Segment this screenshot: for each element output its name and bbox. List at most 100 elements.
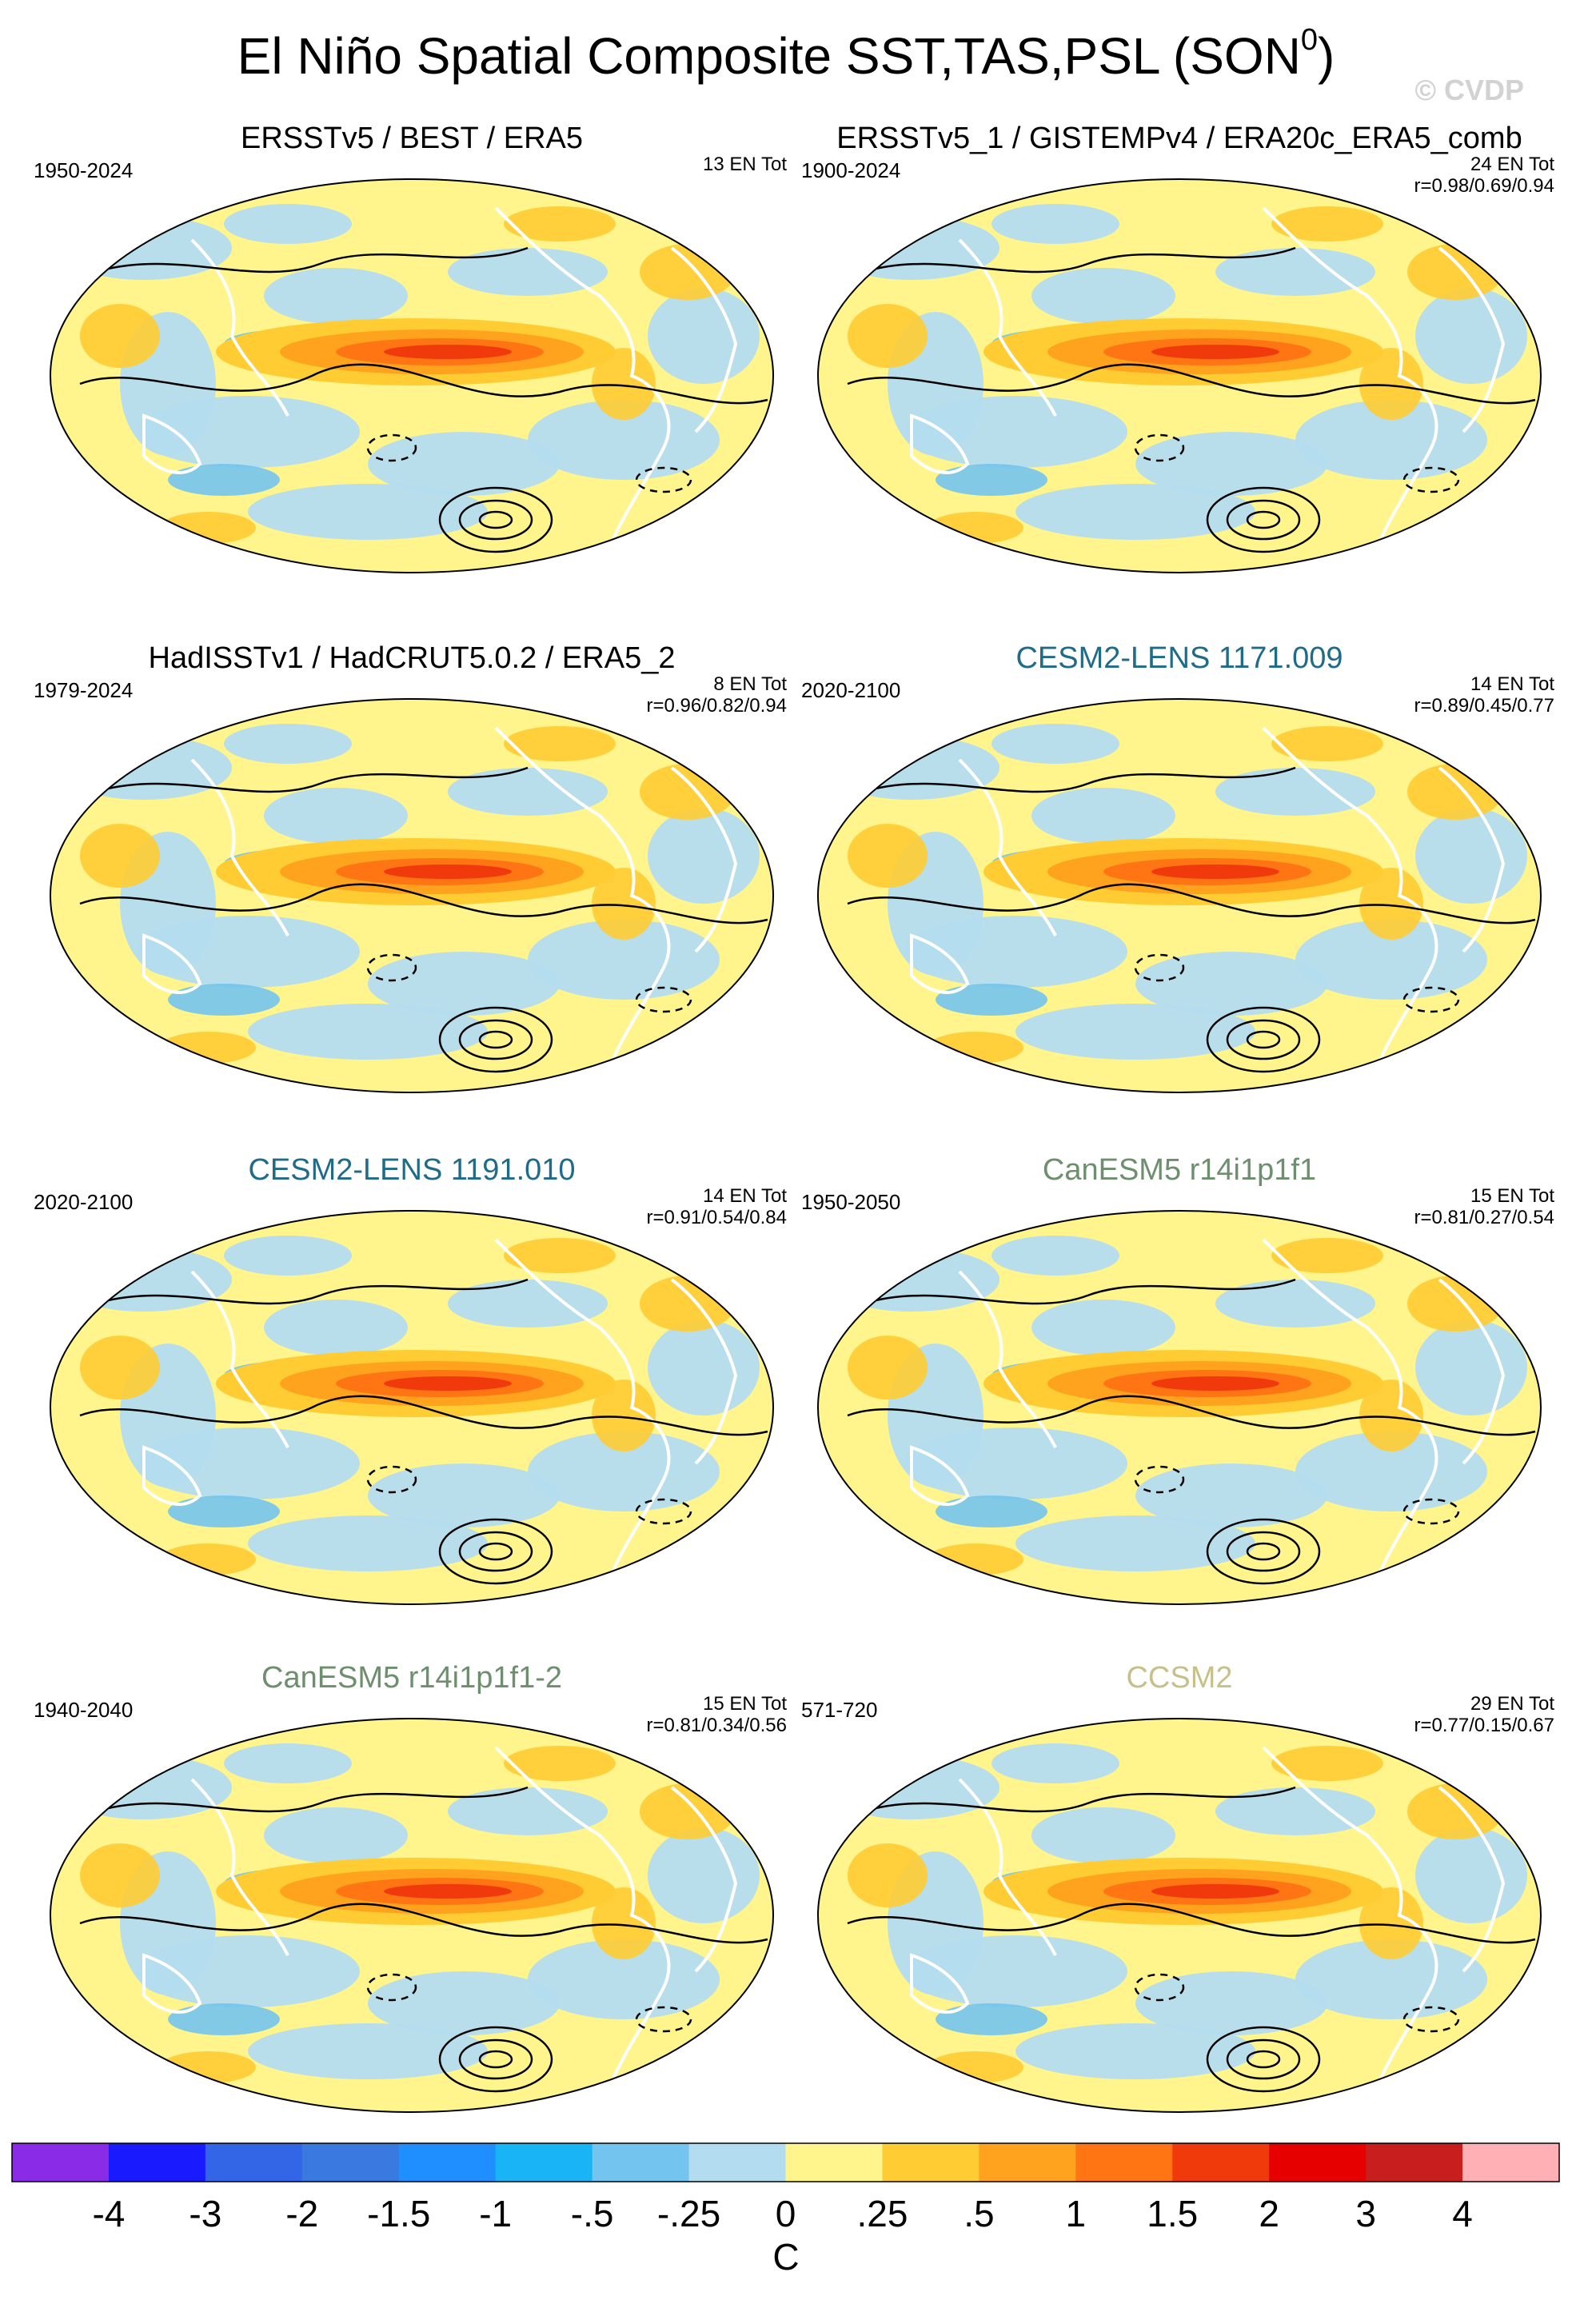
colorbar-tick-label: .5 (964, 2193, 994, 2234)
cool-anomaly-region (448, 768, 608, 816)
psl-contour-negative (1134, 1973, 1185, 2002)
robinson-map (50, 1718, 774, 2113)
psl-contour-negative (1134, 433, 1185, 462)
warm-anomaly-patch (1359, 1380, 1423, 1452)
panel-title: ERSSTv5_1 / GISTEMPv4 / ERA20c_ERA5_comb (836, 122, 1522, 155)
colorbar-tick-label: -.25 (657, 2193, 720, 2234)
panel-event-count: 15 EN Tot r=0.81/0.34/0.56 (647, 1693, 787, 1736)
colorbar-units-label: C (772, 2236, 799, 2278)
cool-anomaly-region (224, 1236, 352, 1276)
composite-panel: ERSSTv5_1 / GISTEMPv4 / ERA20c_ERA5_comb… (792, 120, 1567, 616)
panel-count-text: 13 EN Tot (703, 154, 787, 175)
coastline (958, 1778, 1057, 1956)
cool-anomaly-region (248, 2023, 488, 2079)
coastline (142, 1445, 202, 1506)
warm-anomaly-patch (80, 304, 160, 368)
cool-anomaly-region (448, 248, 608, 296)
warm-anomaly-peak (1151, 1376, 1279, 1391)
psl-contour (847, 883, 1536, 924)
cool-anomaly-core (168, 984, 280, 1016)
psl-contour (458, 2038, 533, 2080)
panel-event-count: 14 EN Tot r=0.89/0.45/0.77 (1414, 673, 1554, 717)
panel-count-text: 29 EN Tot (1470, 1693, 1554, 1715)
colorbar-tick-label: 1 (1066, 2193, 1087, 2234)
psl-contour (863, 246, 1296, 274)
psl-contour (1226, 499, 1301, 541)
psl-contour-negative (1402, 1498, 1460, 1525)
warm-anomaly-patch (640, 1276, 736, 1332)
psl-contour (1226, 2038, 1301, 2080)
panel-event-count: 29 EN Tot r=0.77/0.15/0.67 (1414, 1693, 1554, 1736)
panel-event-count: 24 EN Tot r=0.98/0.69/0.94 (1414, 154, 1554, 197)
cool-anomaly-region (1415, 288, 1527, 384)
figure-title: El Niño Spatial Composite SST,TAS,PSL (S… (0, 24, 1572, 88)
panel-title: CCSM2 (1126, 1661, 1233, 1695)
cool-anomaly-region (528, 1432, 720, 1511)
coastline (494, 1746, 671, 2092)
psl-contour (79, 1395, 768, 1436)
composite-panel: CanESM5 r14i1p1f1 1950-2050 15 EN Tot r=0.8… (792, 1152, 1567, 1647)
cool-anomaly-region (224, 724, 352, 764)
warm-anomaly-patch (848, 1336, 928, 1400)
coastline (670, 246, 738, 433)
psl-contour (79, 1903, 768, 1944)
psl-contour (95, 766, 529, 793)
panel-title: CanESM5 r14i1p1f1-2 (261, 1661, 562, 1695)
colorbar-tick-label: 4 (1452, 2193, 1473, 2234)
coastline (494, 1238, 671, 1584)
psl-contour (79, 883, 768, 924)
warm-anomaly-patch (640, 1783, 736, 1839)
credit-watermark: © CVDP (1414, 74, 1524, 106)
panel-count-text: 14 EN Tot (1470, 673, 1554, 695)
psl-contour-negative (1134, 953, 1185, 982)
cool-anomaly-region (56, 1248, 232, 1312)
coastline (190, 758, 289, 936)
composite-panel: CESM2-LENS 1191.010 2020-2100 14 EN Tot r=0… (24, 1152, 800, 1647)
psl-contour (95, 1786, 529, 1813)
cool-anomaly-region (1015, 2023, 1255, 2079)
cool-anomaly-region (1031, 1300, 1175, 1356)
robinson-map (50, 698, 774, 1093)
cool-anomaly-region (1295, 1432, 1487, 1511)
psl-contour-negative (1402, 2006, 1460, 2033)
psl-contour-negative (366, 1465, 417, 1494)
psl-contour (478, 1030, 513, 1049)
robinson-map (50, 1210, 774, 1605)
warm-anomaly-patch (1271, 206, 1383, 242)
cool-anomaly-region (56, 1755, 232, 1819)
cool-anomaly-region (264, 1300, 408, 1356)
cool-anomaly-core (936, 2003, 1047, 2035)
cool-anomaly-region (824, 1248, 999, 1312)
psl-contour-negative (635, 2006, 692, 2033)
psl-contour-negative (366, 1973, 417, 2002)
psl-contour (863, 766, 1296, 793)
coastline (910, 933, 970, 994)
coastline (910, 1953, 970, 2014)
cool-anomaly-region (1215, 1280, 1375, 1328)
coastline (142, 933, 202, 994)
cool-anomaly-region (528, 1939, 720, 2019)
colorbar-tick-label: 2 (1259, 2193, 1279, 2234)
warm-anomaly-patch (848, 304, 928, 368)
cool-anomaly-region (1215, 248, 1375, 296)
warm-anomaly-patch (1407, 1783, 1503, 1839)
psl-contour (458, 1531, 533, 1572)
warm-anomaly-patch (504, 1238, 616, 1273)
cool-anomaly-region (648, 1320, 760, 1416)
panel-title: CESM2-LENS 1191.010 (248, 1153, 576, 1187)
coastline (1262, 726, 1438, 1072)
coastline (190, 1270, 289, 1448)
psl-contour-negative (1134, 1465, 1185, 1494)
psl-contour (438, 1006, 553, 1073)
coastline (958, 1270, 1057, 1448)
cool-anomaly-region (528, 400, 720, 480)
warm-anomaly-patch (640, 764, 736, 820)
coastline (1438, 1278, 1506, 1465)
warm-anomaly-peak (1151, 345, 1279, 359)
cool-anomaly-region (1295, 400, 1487, 480)
cool-anomaly-region (1215, 1787, 1375, 1835)
psl-contour (458, 499, 533, 541)
panel-pattern-correlation: r=0.81/0.34/0.56 (646, 1715, 787, 1736)
panel-pattern-correlation: r=0.81/0.27/0.54 (1414, 1207, 1554, 1228)
coastline (910, 413, 970, 474)
